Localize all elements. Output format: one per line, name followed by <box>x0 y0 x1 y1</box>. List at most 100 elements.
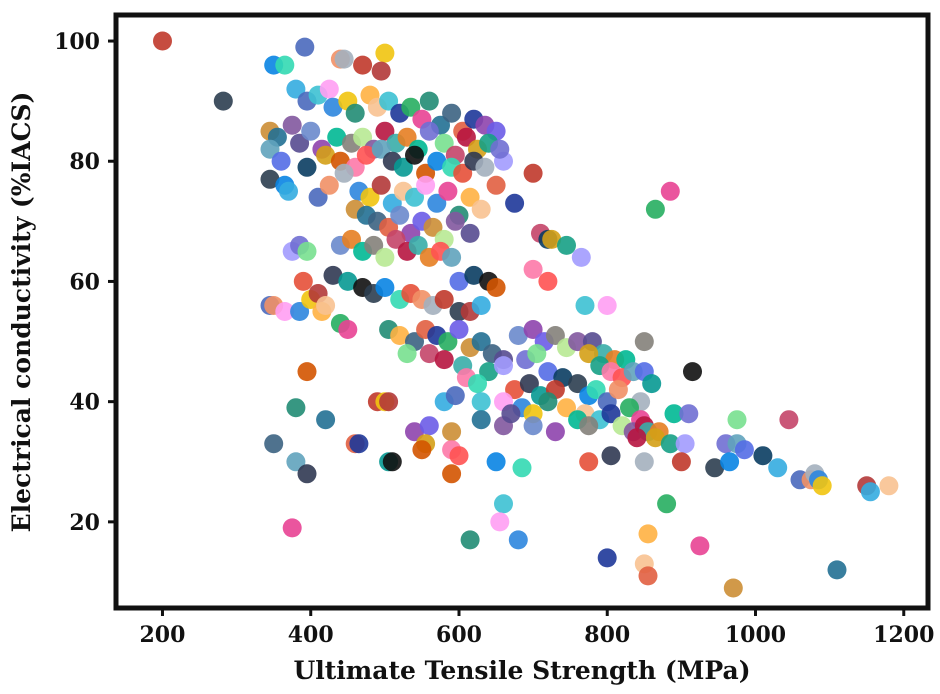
y-tick-label: 60 <box>69 269 100 295</box>
data-point <box>523 416 543 436</box>
data-point <box>545 422 565 442</box>
data-point <box>597 548 617 568</box>
data-point <box>657 494 677 514</box>
data-point <box>442 464 462 484</box>
data-point <box>642 374 662 394</box>
data-point <box>468 374 487 394</box>
data-point <box>660 181 680 201</box>
data-point <box>375 43 395 63</box>
data-point <box>494 356 513 376</box>
data-point <box>323 265 343 285</box>
data-point <box>282 115 302 135</box>
data-point <box>419 121 439 141</box>
data-point <box>293 271 313 291</box>
data-point <box>508 530 528 550</box>
data-point <box>545 326 565 345</box>
data-point <box>660 434 680 454</box>
x-tick-label: 400 <box>288 622 334 648</box>
data-point <box>671 452 691 472</box>
data-point <box>508 326 528 345</box>
data-point <box>479 362 499 382</box>
data-point <box>364 235 384 255</box>
data-point <box>542 229 562 249</box>
data-point <box>371 61 391 81</box>
data-point <box>579 344 599 364</box>
data-point <box>271 151 291 171</box>
data-point <box>316 296 336 315</box>
data-point <box>323 97 343 117</box>
data-point <box>338 271 358 291</box>
data-point <box>290 302 310 321</box>
y-tick-label: 80 <box>69 149 100 175</box>
data-point <box>471 410 491 430</box>
data-point <box>571 247 591 267</box>
data-point <box>456 127 476 147</box>
data-point <box>423 217 443 237</box>
data-point <box>412 440 432 460</box>
data-point <box>538 271 558 291</box>
data-point <box>375 278 395 297</box>
data-point <box>471 392 491 412</box>
data-point <box>720 452 740 472</box>
data-point <box>316 410 336 430</box>
data-point <box>345 103 365 123</box>
data-point <box>438 181 458 201</box>
data-point <box>264 434 284 454</box>
data-point <box>405 422 424 442</box>
data-point <box>371 175 391 195</box>
data-point <box>627 428 647 448</box>
data-point <box>319 175 339 195</box>
data-point <box>645 428 665 448</box>
data-point <box>523 163 543 183</box>
data-point <box>705 458 725 478</box>
data-point <box>416 175 436 195</box>
data-point <box>460 530 480 550</box>
data-points <box>153 31 899 598</box>
data-point <box>471 296 491 315</box>
data-point <box>538 362 558 382</box>
y-tick-labels: 20 40 60 80 100 <box>54 29 100 536</box>
data-point <box>634 332 654 352</box>
data-point <box>664 404 684 424</box>
data-point <box>334 163 354 183</box>
data-point <box>308 187 328 207</box>
data-point <box>620 398 639 418</box>
data-point <box>353 55 373 75</box>
data-point <box>727 410 747 430</box>
data-point <box>353 127 373 147</box>
y-axis-title: Electrical conductivity (%IACS) <box>7 92 36 533</box>
data-point <box>286 398 306 418</box>
data-point <box>445 386 465 406</box>
x-axis-title: Ultimate Tensile Strength (MPa) <box>293 656 750 685</box>
y-tick-label: 100 <box>54 29 100 55</box>
data-point <box>494 494 513 514</box>
data-point <box>538 392 558 412</box>
data-point <box>434 290 454 309</box>
data-point <box>586 380 606 400</box>
x-tick-label: 1000 <box>725 622 786 648</box>
data-point <box>597 296 617 315</box>
data-point <box>213 91 233 111</box>
x-tick-label: 200 <box>140 622 186 648</box>
data-point <box>638 524 658 544</box>
data-point <box>449 271 469 291</box>
data-point <box>386 229 406 249</box>
data-point <box>393 157 413 177</box>
data-point <box>512 458 532 478</box>
data-point <box>442 103 462 123</box>
data-point <box>379 392 399 412</box>
data-point <box>419 91 439 111</box>
data-point <box>490 139 510 159</box>
data-point <box>290 133 310 153</box>
data-point <box>449 446 469 466</box>
data-point <box>382 452 402 472</box>
data-point <box>505 380 525 400</box>
data-point <box>442 422 462 442</box>
data-point <box>434 350 454 370</box>
data-point <box>282 518 302 538</box>
data-point <box>427 193 447 213</box>
data-point <box>379 91 399 111</box>
data-point <box>768 458 788 478</box>
data-point <box>342 229 361 249</box>
data-point <box>601 404 621 424</box>
